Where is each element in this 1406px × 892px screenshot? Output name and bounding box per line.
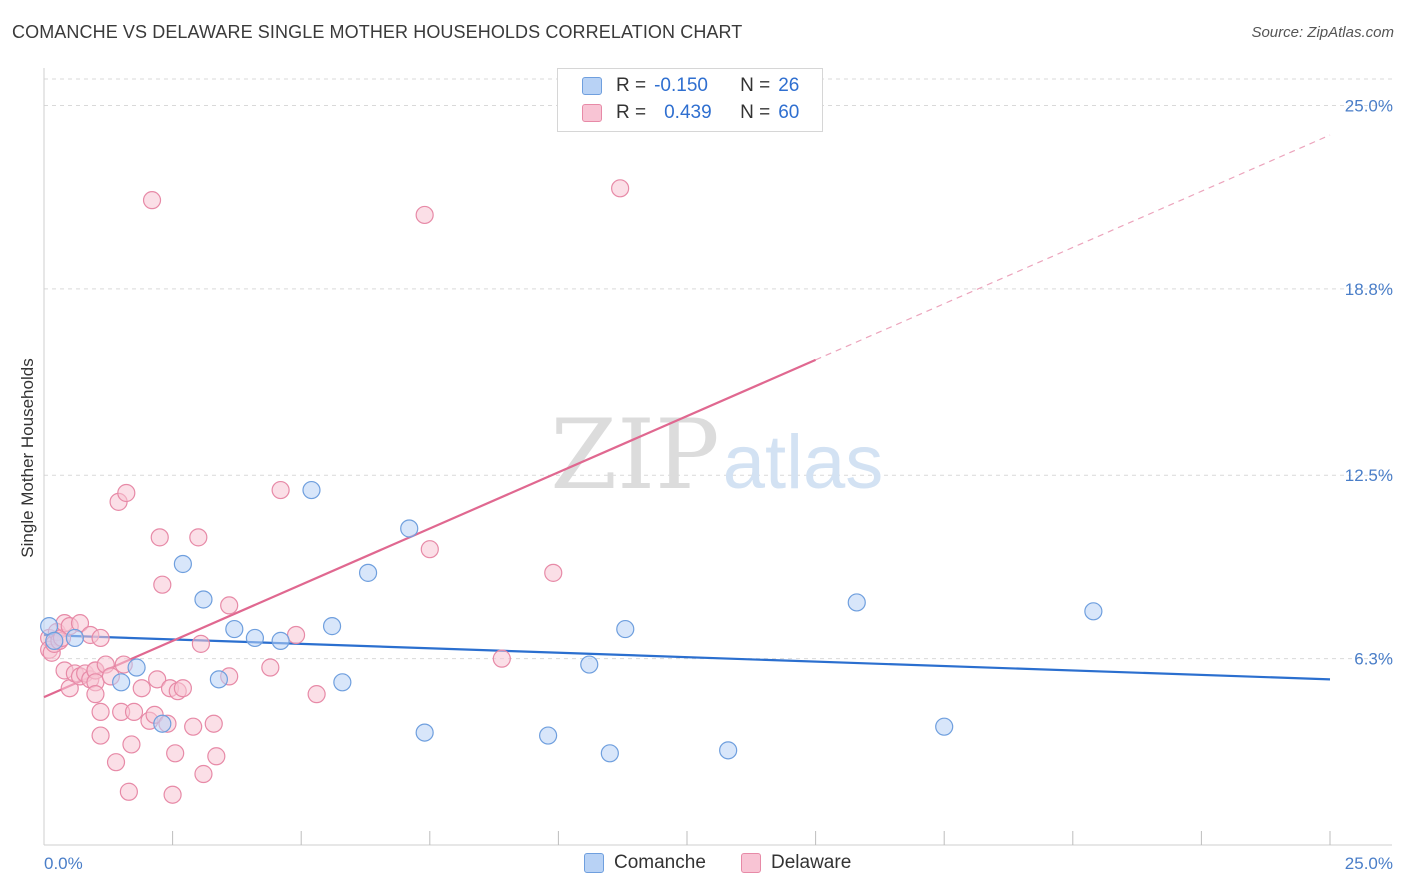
watermark: ZIP atlas (550, 399, 883, 511)
delaware-point (420, 540, 439, 559)
delaware-point (163, 785, 182, 804)
delaware-point (132, 679, 151, 698)
delaware-point (415, 205, 434, 225)
y-tick-label: 25.0% (1345, 96, 1393, 115)
comanche-swatch (582, 77, 602, 95)
watermark-atlas: atlas (723, 420, 884, 505)
comanche-point (45, 631, 64, 650)
comanche-point (400, 519, 419, 538)
comanche-point (580, 655, 599, 674)
comanche-point (847, 593, 866, 612)
comanche-point (127, 658, 146, 677)
data-points (40, 179, 1103, 804)
delaware-point (86, 685, 105, 704)
delaware-trendline-extension (815, 134, 1331, 361)
trendlines (43, 134, 1331, 699)
comanche-point (600, 744, 619, 763)
delaware-point (124, 702, 144, 721)
comanche-point (358, 563, 378, 582)
delaware-point (153, 575, 172, 594)
comanche-point (539, 726, 558, 745)
y-tick-label: 12.5% (1345, 466, 1393, 485)
comanche-legend-swatch (584, 853, 604, 873)
axes (43, 68, 1392, 846)
delaware-point (271, 480, 290, 500)
comanche-point (245, 628, 265, 648)
chart-title: COMANCHE VS DELAWARE SINGLE MOTHER HOUSE… (12, 22, 743, 42)
delaware-trendline (43, 358, 817, 699)
comanche-point (1084, 602, 1103, 621)
legend-r-label: R = (616, 102, 647, 123)
legend-row-comanche: R = -0.150 N = 26 (582, 74, 799, 98)
legend-n-label: N = (740, 102, 771, 123)
delaware-point (307, 685, 326, 704)
comanche-point (333, 673, 352, 692)
delaware-point (91, 628, 110, 648)
comanche-point (322, 617, 342, 636)
gridlines (44, 78, 1392, 660)
x-tick-label: 25.0% (1345, 854, 1393, 873)
delaware-legend-swatch (741, 853, 761, 873)
x-tick-label: 0.0% (44, 854, 83, 873)
comanche-point (719, 741, 738, 760)
legend-label-comanche: Comanche (614, 852, 706, 873)
delaware-point (220, 596, 239, 615)
legend-item-comanche: Comanche (584, 852, 706, 874)
delaware-point (194, 764, 213, 784)
delaware-point (286, 625, 306, 645)
watermark-zip: ZIP (550, 399, 719, 511)
y-tick-label: 18.8% (1345, 280, 1393, 299)
legend-r-label: R = (616, 75, 647, 96)
legend-r-value: 0.439 (664, 102, 712, 123)
delaware-point (191, 634, 210, 653)
y-tick-label: 6.3% (1354, 650, 1393, 669)
delaware-point (166, 744, 185, 763)
comanche-point (271, 631, 290, 650)
comanche-point (225, 619, 244, 639)
delaware-point (122, 735, 141, 754)
delaware-point (148, 670, 167, 689)
delaware-point (91, 726, 110, 745)
source-credit: Source: ZipAtlas.com (1251, 24, 1394, 41)
delaware-point (611, 179, 630, 198)
series-legend: Comanche Delaware (0, 852, 1406, 878)
legend-item-delaware: Delaware (741, 852, 851, 874)
legend-n-label: N = (740, 75, 771, 96)
correlation-legend: R = -0.150 N = 26 R = 0.439 N = 60 (557, 68, 823, 132)
comanche-point (173, 554, 192, 574)
delaware-point (173, 679, 192, 698)
delaware-point (544, 563, 563, 582)
comanche-point (935, 717, 954, 736)
delaware-point (106, 753, 126, 772)
delaware-swatch (582, 104, 602, 122)
delaware-point (189, 528, 208, 547)
comanche-point (302, 480, 321, 500)
comanche-point (415, 723, 434, 742)
legend-r-value: -0.150 (654, 75, 708, 96)
comanche-point (65, 628, 84, 648)
delaware-point (117, 483, 136, 503)
delaware-point (204, 714, 223, 733)
comanche-point (153, 714, 172, 733)
delaware-point (184, 717, 203, 736)
delaware-point (150, 528, 169, 547)
delaware-point (119, 782, 138, 801)
delaware-point (261, 658, 280, 677)
legend-label-delaware: Delaware (771, 852, 852, 873)
legend-n-value: 60 (778, 102, 800, 123)
legend-row-delaware: R = 0.439 N = 60 (582, 101, 799, 125)
comanche-point (209, 670, 228, 689)
comanche-point (112, 673, 131, 692)
comanche-point (616, 619, 635, 639)
legend-n-value: 26 (778, 75, 800, 96)
delaware-point (142, 191, 162, 210)
comanche-point (194, 590, 213, 609)
delaware-point (91, 702, 110, 721)
delaware-point (207, 747, 226, 766)
delaware-point (492, 649, 511, 668)
tick-labels: 6.3% 12.5% 18.8% 25.0% 0.0% 25.0% (44, 96, 1393, 873)
